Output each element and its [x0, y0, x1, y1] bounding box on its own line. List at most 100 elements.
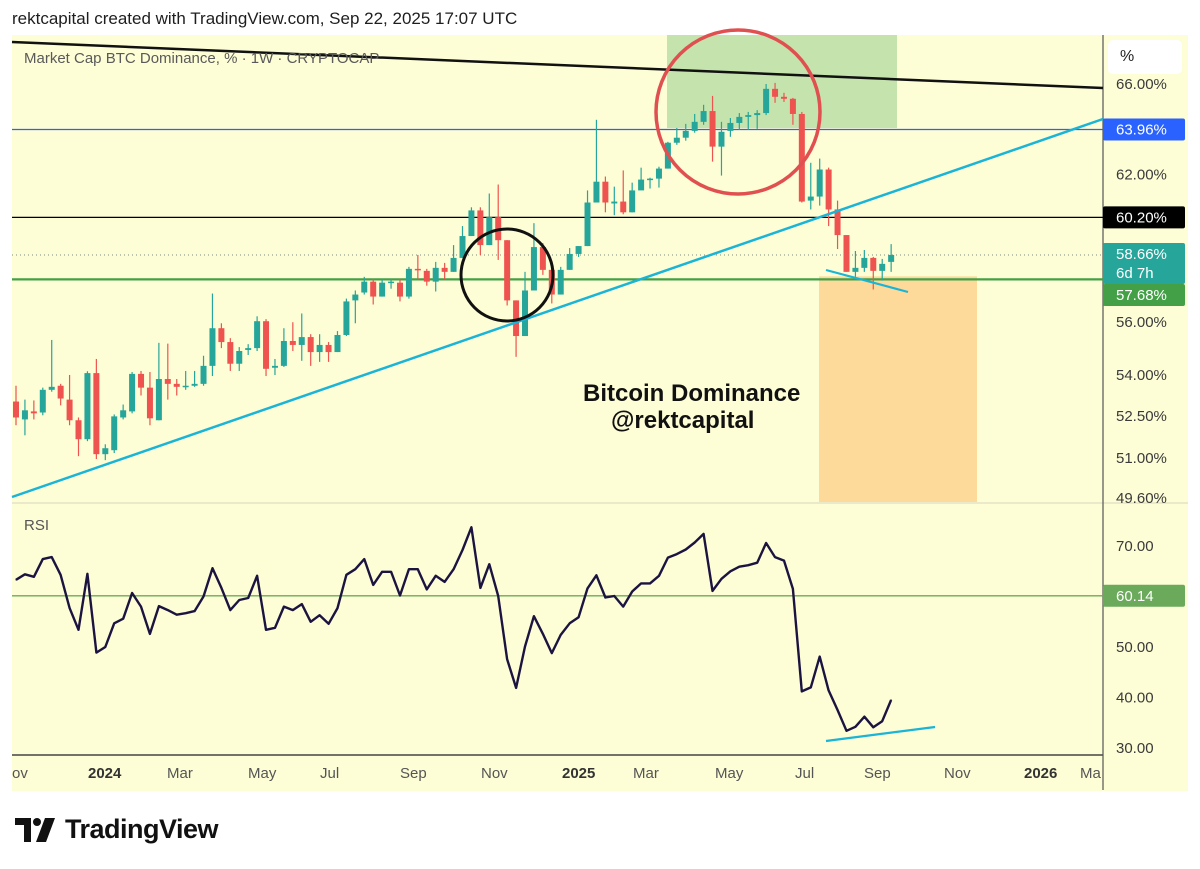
candle-body: [423, 270, 430, 282]
rsi-point: [720, 578, 723, 580]
rsi-point: [569, 622, 571, 624]
candle: [522, 271, 529, 337]
candle: [816, 158, 823, 206]
rsi-point: [595, 574, 598, 576]
candle-body: [780, 96, 787, 99]
candle-body: [789, 98, 796, 114]
candle-body: [772, 88, 779, 97]
rsi-point: [247, 597, 249, 599]
descending-resistance-trendline[interactable]: [11, 40, 1104, 90]
candle: [673, 127, 680, 145]
candle: [584, 190, 591, 247]
candle-body: [182, 385, 189, 388]
rsi-point: [586, 587, 589, 590]
candle-body: [629, 190, 636, 213]
candle: [138, 370, 145, 396]
candle: [557, 266, 564, 295]
candle: [254, 316, 261, 352]
candle-body: [396, 282, 403, 297]
rsi-point: [828, 689, 830, 692]
rsi-divergence-trendline[interactable]: [825, 725, 936, 743]
candle: [468, 207, 475, 237]
rsi-point: [327, 623, 330, 625]
rsi-point: [265, 629, 267, 631]
candle: [325, 342, 332, 362]
candle: [566, 248, 573, 270]
candle: [647, 177, 654, 189]
rsi-point: [819, 655, 821, 658]
price-axis-tick: 51.00%: [1116, 450, 1167, 467]
price-axis-tick: 54.00%: [1116, 367, 1167, 384]
candle-body: [459, 236, 466, 258]
chart-frame[interactable]: [12, 35, 1188, 791]
candle-body: [66, 399, 73, 421]
percent-scale-button[interactable]: %: [1108, 40, 1182, 74]
rsi-point: [426, 588, 428, 591]
candle-body: [754, 113, 761, 116]
rsi-point: [220, 587, 222, 589]
candle-body: [807, 196, 814, 201]
rsi-point: [703, 533, 705, 535]
candle: [191, 370, 198, 387]
candle: [834, 200, 841, 250]
rsi-pane-label[interactable]: RSI: [24, 517, 50, 534]
time-axis-label: 2026: [1024, 765, 1057, 782]
rsi-point: [229, 609, 231, 611]
rsi-point: [452, 568, 455, 570]
candle-body: [57, 385, 64, 399]
symbol-legend[interactable]: Market Cap BTC Dominance, % · 1W · CRYPT…: [24, 50, 380, 67]
rsi-axis-tick: 70.00: [1116, 538, 1154, 555]
price-level-badge: 60.20%: [1103, 206, 1185, 229]
rsi-point: [667, 557, 669, 559]
candle: [218, 323, 225, 349]
rsi-point: [515, 687, 517, 689]
rsi-point: [890, 699, 892, 701]
candle: [593, 119, 600, 203]
candle: [414, 254, 421, 280]
time-axis-label: Ma: [1080, 765, 1101, 782]
rsi-point: [24, 573, 26, 575]
rsi-axis-tick: 40.00: [1116, 690, 1154, 707]
time-axis-label: Jul: [795, 765, 814, 782]
candle-body: [102, 448, 109, 455]
candle: [459, 226, 466, 258]
rsi-point: [577, 616, 580, 618]
candle: [307, 334, 314, 366]
support-zone-box[interactable]: [819, 276, 977, 502]
candle: [13, 385, 19, 426]
candle: [718, 121, 725, 176]
candle-body: [843, 235, 850, 272]
candle: [754, 110, 761, 129]
candle: [200, 355, 207, 386]
candle-body: [379, 282, 386, 297]
candle-body: [763, 88, 770, 114]
candle: [870, 256, 877, 290]
candle-body: [21, 410, 28, 420]
price-divergence-trendline[interactable]: [825, 268, 909, 294]
retest-highlight-circle[interactable]: [459, 227, 555, 323]
rsi-point: [301, 603, 303, 605]
last-price-text: 58.66%: [1116, 246, 1167, 263]
last-price-badge-bg: [1103, 243, 1185, 284]
time-axis-label: Sep: [864, 765, 891, 782]
candle-body: [825, 169, 832, 210]
rsi-point: [631, 590, 633, 593]
candle-body: [227, 342, 234, 364]
candle: [709, 95, 716, 162]
rsi-series: [15, 526, 893, 732]
candle: [620, 170, 627, 215]
candle-body: [343, 301, 350, 335]
rsi-point: [560, 634, 562, 636]
candle-body: [673, 137, 680, 143]
top-highlight-circle[interactable]: [654, 28, 822, 196]
candle: [111, 414, 118, 454]
rsi-point: [810, 686, 812, 689]
tradingview-logo[interactable]: TradingView: [15, 814, 219, 845]
candle-body: [361, 281, 368, 293]
ascending-support-trendline[interactable]: [11, 117, 1104, 499]
price-level-badge: 63.96%: [1103, 118, 1185, 141]
rsi-point: [408, 568, 410, 570]
candle: [209, 293, 216, 377]
candle: [263, 319, 270, 377]
